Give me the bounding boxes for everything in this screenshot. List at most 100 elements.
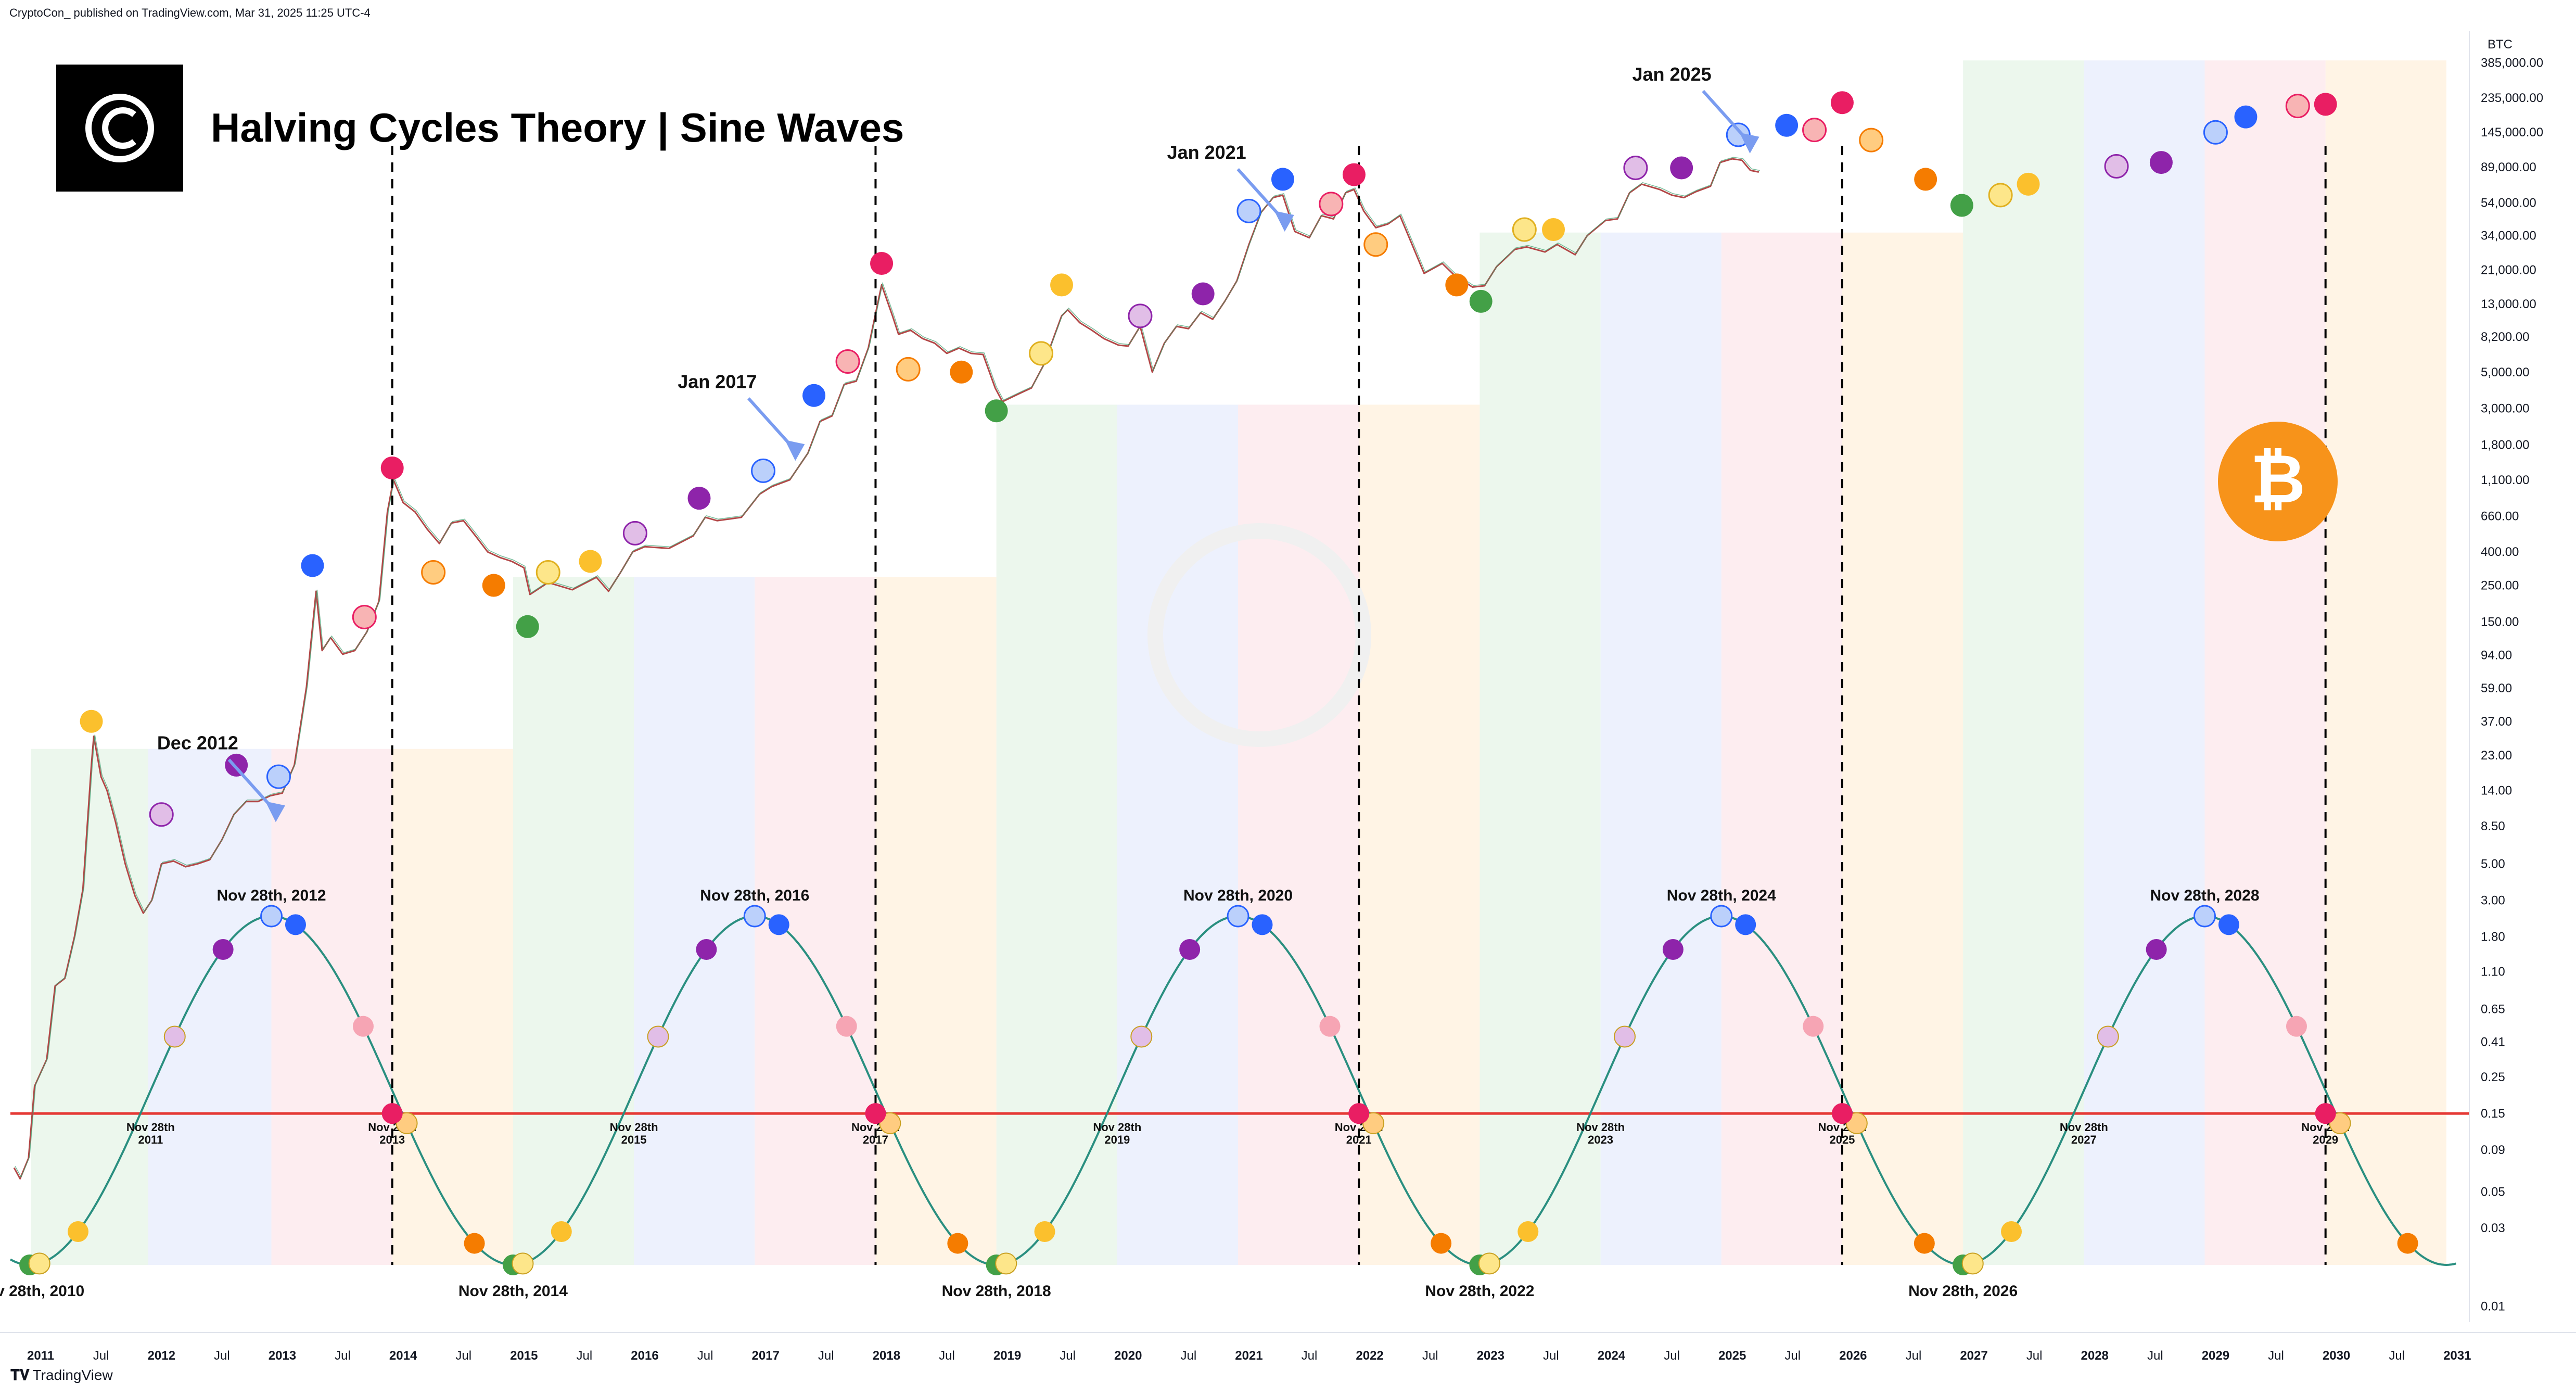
sine-phase-marker [1179,939,1201,960]
price-marker [1319,192,1344,217]
y-tick-label: 21,000.00 [2481,263,2536,277]
sine-phase-marker [1034,1221,1055,1243]
peak-label: Nov 28th, 2016 [700,887,809,904]
annotation-label: Dec 2012 [157,732,238,753]
phase-band [2204,60,2326,1265]
x-tick-label: Jul [1664,1349,1680,1363]
price-marker [1029,341,1054,366]
crossing-label: Nov 28th [1093,1121,1141,1134]
price-marker [482,574,505,597]
price-marker [1342,163,1366,186]
y-tick-label: 0.65 [2481,1003,2505,1017]
chart-title: Halving Cycles Theory | Sine Waves [211,105,904,150]
x-tick-label: 2021 [1235,1349,1263,1363]
phase-band [1721,232,1842,1265]
y-tick-label: 5.00 [2481,857,2505,871]
y-tick-label: 89,000.00 [2481,160,2536,174]
x-tick-label: Jul [214,1349,230,1363]
price-marker [1914,168,1937,191]
crossing-label: Nov 28th [610,1121,658,1134]
y-tick-label: 0.09 [2481,1143,2505,1157]
price-marker [751,458,776,483]
price-marker [2149,151,2173,174]
phase-band [634,577,755,1265]
price-marker [1775,113,1799,137]
sine-phase-marker [2286,1016,2307,1037]
x-tick-label: Jul [2026,1349,2043,1363]
crossing-label: 2029 [2313,1133,2338,1146]
price-marker [2285,94,2310,119]
x-tick-label: 2029 [2202,1349,2229,1363]
phase-band [1480,232,1601,1265]
price-marker [1830,91,1854,115]
y-tick-label: 400.00 [2481,545,2519,559]
x-tick-label: 2012 [148,1349,175,1363]
price-marker [579,550,602,573]
crossing-label: 2019 [1104,1133,1130,1146]
price-marker [1859,128,1884,153]
tradingview-footer: 𝐓𝐕 TradingView [10,1367,113,1384]
arrow-head-icon [265,801,285,822]
x-tick-label: Jul [1180,1349,1196,1363]
x-tick-label: 2025 [1718,1349,1746,1363]
sine-phase-marker [163,1025,186,1048]
phase-band [1238,404,1359,1265]
x-tick-label: 2019 [993,1349,1021,1363]
price-marker [1802,118,1827,143]
price-marker [1512,217,1537,242]
phase-band [271,749,392,1265]
sine-phase-marker [2397,1233,2418,1254]
arrow-head-icon [1739,132,1759,154]
price-marker [80,709,103,733]
price-marker [2203,120,2228,145]
sine-phase-marker [1252,914,1273,935]
sine-peak-marker [260,905,283,928]
sine-phase-marker [1614,1025,1636,1048]
sine-phase-marker [696,939,717,960]
y-tick-label: 250.00 [2481,578,2519,592]
y-tick-label: 235,000.00 [2481,91,2543,105]
x-tick-label: Jul [2147,1349,2163,1363]
tradingview-logo-icon: 𝐓𝐕 [10,1367,30,1383]
price-marker [2234,105,2258,129]
x-tick-label: 2015 [510,1349,538,1363]
x-tick-label: 2011 [27,1349,54,1363]
sine-phase-marker [995,1252,1017,1275]
price-line-shadow [15,157,1760,1178]
price-marker [225,753,248,777]
x-tick-label: 2024 [1598,1349,1626,1363]
crossing-label: Nov 28th [2060,1121,2108,1134]
price-marker [1670,156,1693,180]
price-marker [352,605,377,630]
x-tick-label: 2026 [1839,1349,1867,1363]
arrow-head-icon [785,440,805,461]
y-tick-label: 1,800.00 [2481,438,2529,452]
annotation-label: Jan 2021 [1167,142,1246,163]
watermark-icon [1147,523,1371,747]
crossing-label: 2017 [863,1133,888,1146]
price-marker [802,384,826,407]
price-marker [985,399,1008,423]
price-marker [1271,168,1294,191]
sine-phase-marker [1735,914,1756,935]
price-marker [1469,289,1493,313]
crossing-label: 2015 [621,1133,647,1146]
x-tick-label: Jul [697,1349,713,1363]
logo-icon [85,94,154,162]
sine-cross-marker [381,1103,403,1124]
x-tick-label: Jul [939,1349,955,1363]
price-marker [1445,273,1469,297]
y-tick-label: 1.80 [2481,930,2505,944]
peak-label: Nov 28th, 2012 [216,887,326,904]
sine-phase-marker [1130,1025,1153,1048]
x-tick-label: Jul [335,1349,351,1363]
annotation-label: Jan 2017 [678,371,757,392]
phase-band [392,749,513,1265]
y-tick-label: 3.00 [2481,893,2505,907]
price-marker [1236,198,1261,223]
sine-cross-marker [1831,1103,1853,1124]
crossing-label: 2011 [138,1133,163,1146]
phase-band [31,749,148,1265]
crossing-label: 2013 [379,1133,405,1146]
